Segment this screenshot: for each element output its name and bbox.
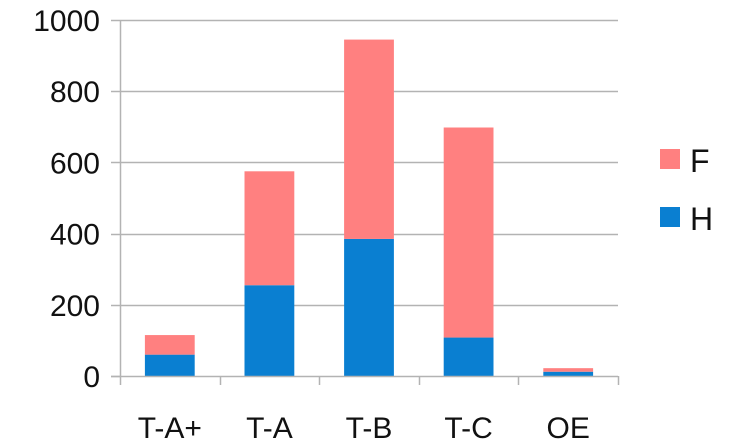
y-tick-label: 800 [50,76,100,109]
bar-segment-f [144,335,195,355]
bar-segment-f [244,171,295,286]
y-tick-label: 0 [83,361,100,394]
x-tick-label: T-C [444,412,492,443]
bar-segment-h [543,371,594,376]
legend-label-f: F [690,143,710,179]
x-tick-label: T-A+ [138,412,202,443]
x-tick-labels: T-A+ T-A T-B T-C OE [138,412,590,445]
x-tick-label: OE [547,412,590,443]
y-tick-label: 600 [50,147,100,180]
bar-segment-h [244,285,295,376]
y-tick-label: 400 [50,219,100,252]
bar-segment-f [443,127,494,338]
legend-label-h: H [690,201,713,237]
bar-segment-h [443,337,494,376]
x-tick-label: T-B [346,412,393,443]
bar-segment-h [144,354,195,376]
x-tick-label: T-A [246,412,293,443]
legend-swatch-f [660,149,680,169]
axes [111,19,620,385]
bar-segment-f [344,39,394,239]
y-tick-label: 200 [50,290,100,323]
legend: FH [660,143,713,237]
y-tick-label: 1000 [33,5,100,38]
y-tick-labels: 0 200 400 600 800 1000 [33,5,100,394]
bar-segment-f [543,368,594,372]
bars [144,39,594,376]
legend-swatch-h [660,207,680,227]
bar-segment-h [344,238,394,376]
